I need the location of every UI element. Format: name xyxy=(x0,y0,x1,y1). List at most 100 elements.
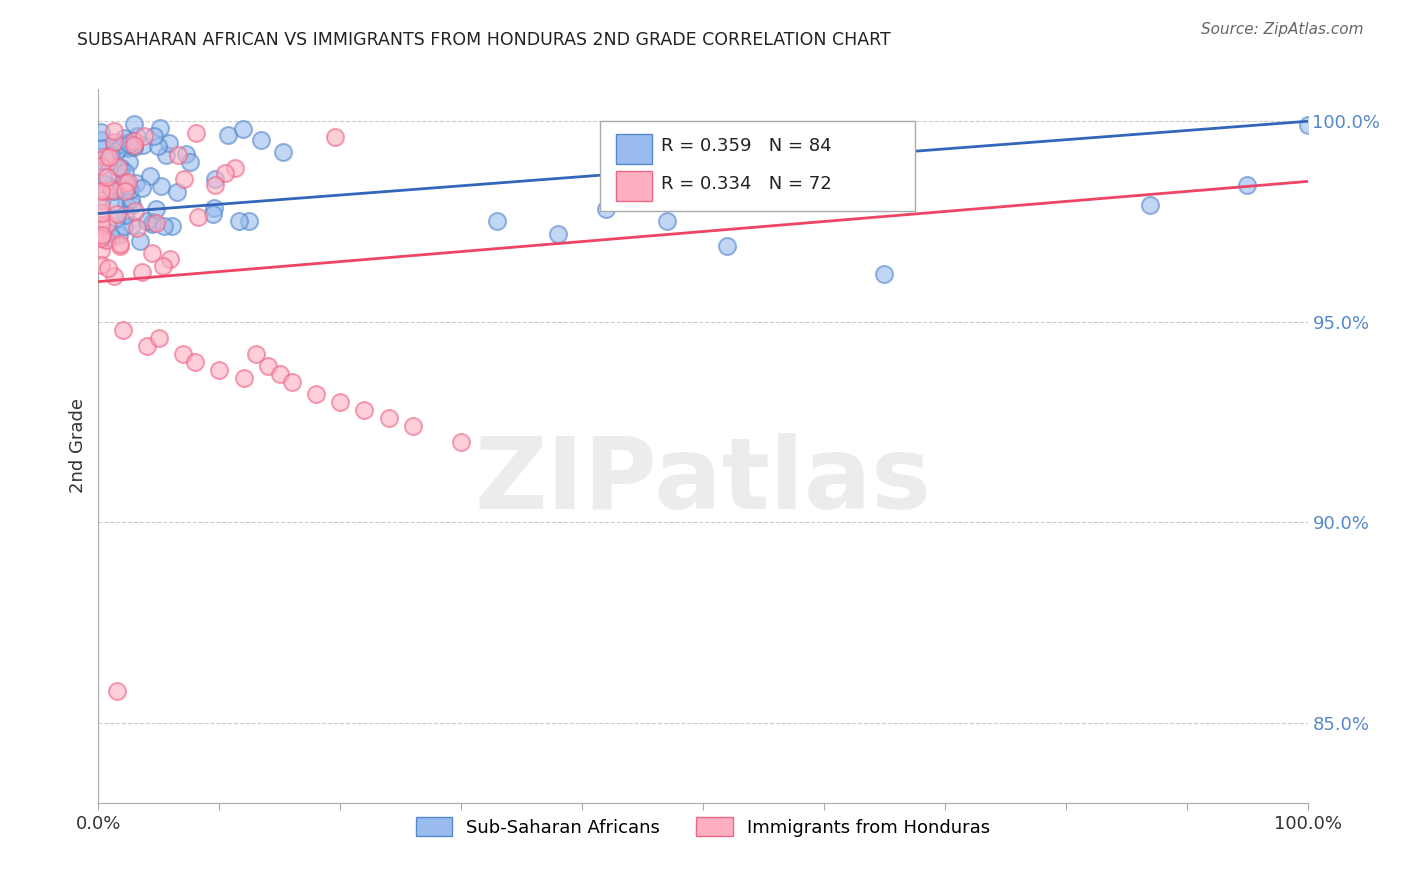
Point xyxy=(160,219,183,233)
Point xyxy=(117,141,139,155)
Point xyxy=(148,331,170,345)
Point xyxy=(128,234,150,248)
Point xyxy=(125,220,148,235)
Point xyxy=(224,161,246,176)
Point xyxy=(90,198,112,212)
Point xyxy=(176,147,198,161)
Point xyxy=(103,195,125,210)
Point xyxy=(325,130,347,145)
Point xyxy=(105,683,128,698)
Point xyxy=(100,148,122,162)
Point xyxy=(114,165,136,179)
Point xyxy=(90,153,112,168)
Point xyxy=(141,217,163,231)
Point xyxy=(377,411,399,425)
Point xyxy=(91,193,114,207)
Point xyxy=(114,176,136,190)
Point xyxy=(97,150,120,164)
Point xyxy=(204,201,226,215)
Point xyxy=(157,136,180,150)
Point xyxy=(94,178,117,192)
Point xyxy=(238,214,260,228)
Point xyxy=(100,229,122,244)
Point xyxy=(103,135,125,149)
Point xyxy=(149,178,172,193)
Point xyxy=(139,169,162,184)
Point xyxy=(228,214,250,228)
Point xyxy=(90,184,112,198)
Point xyxy=(179,154,201,169)
Bar xyxy=(616,134,652,164)
Point xyxy=(131,265,153,279)
Point xyxy=(90,243,112,257)
Point xyxy=(655,214,678,228)
Point xyxy=(217,128,239,142)
Point xyxy=(98,226,121,240)
Point xyxy=(114,184,136,198)
Point xyxy=(1236,178,1258,193)
Text: R = 0.334   N = 72: R = 0.334 N = 72 xyxy=(661,175,831,193)
Point xyxy=(281,375,304,389)
Point xyxy=(96,217,118,231)
Point xyxy=(305,387,328,401)
Point xyxy=(204,171,226,186)
Point xyxy=(94,184,117,198)
Point xyxy=(124,204,146,219)
Point xyxy=(1296,118,1319,132)
Point xyxy=(105,211,128,225)
Point xyxy=(245,347,267,361)
Point xyxy=(91,170,114,185)
Point xyxy=(110,136,132,151)
Point xyxy=(91,227,114,242)
Point xyxy=(90,206,112,220)
Point xyxy=(232,121,254,136)
Point xyxy=(122,140,145,154)
Legend: Sub-Saharan Africans, Immigrants from Honduras: Sub-Saharan Africans, Immigrants from Ho… xyxy=(409,810,997,844)
Point xyxy=(118,137,141,152)
Point xyxy=(143,129,166,144)
Point xyxy=(547,227,569,241)
Point xyxy=(142,214,165,228)
Point xyxy=(105,143,128,157)
Point xyxy=(112,131,135,145)
Point xyxy=(103,184,125,198)
Point xyxy=(90,159,112,173)
Point xyxy=(118,183,141,197)
Point xyxy=(450,435,472,450)
Point xyxy=(112,219,135,234)
Point xyxy=(125,129,148,144)
Point xyxy=(103,124,125,138)
Point xyxy=(90,219,112,233)
Point xyxy=(152,259,174,273)
Point xyxy=(108,227,131,242)
Point xyxy=(104,138,127,153)
Point xyxy=(184,126,207,140)
Point xyxy=(136,214,159,228)
Point xyxy=(1139,198,1161,212)
Point xyxy=(108,237,131,252)
Point xyxy=(271,145,294,160)
Point xyxy=(114,208,136,222)
Point xyxy=(184,355,207,369)
Point xyxy=(329,395,352,409)
Point xyxy=(117,178,139,193)
Point xyxy=(125,176,148,190)
Point xyxy=(115,197,138,211)
Point xyxy=(595,202,617,217)
Point xyxy=(172,347,194,361)
Y-axis label: 2nd Grade: 2nd Grade xyxy=(69,399,87,493)
Point xyxy=(152,219,174,233)
Bar xyxy=(616,171,652,202)
Point xyxy=(132,129,155,144)
Point xyxy=(120,192,142,206)
Text: ZIPatlas: ZIPatlas xyxy=(475,434,931,530)
Point xyxy=(204,178,226,192)
Point xyxy=(121,198,143,212)
Point xyxy=(167,148,190,162)
Point xyxy=(117,135,139,149)
Point xyxy=(90,258,112,272)
Point xyxy=(145,202,167,216)
Point xyxy=(105,207,128,221)
Point xyxy=(208,363,231,377)
Text: R = 0.359   N = 84: R = 0.359 N = 84 xyxy=(661,137,831,155)
